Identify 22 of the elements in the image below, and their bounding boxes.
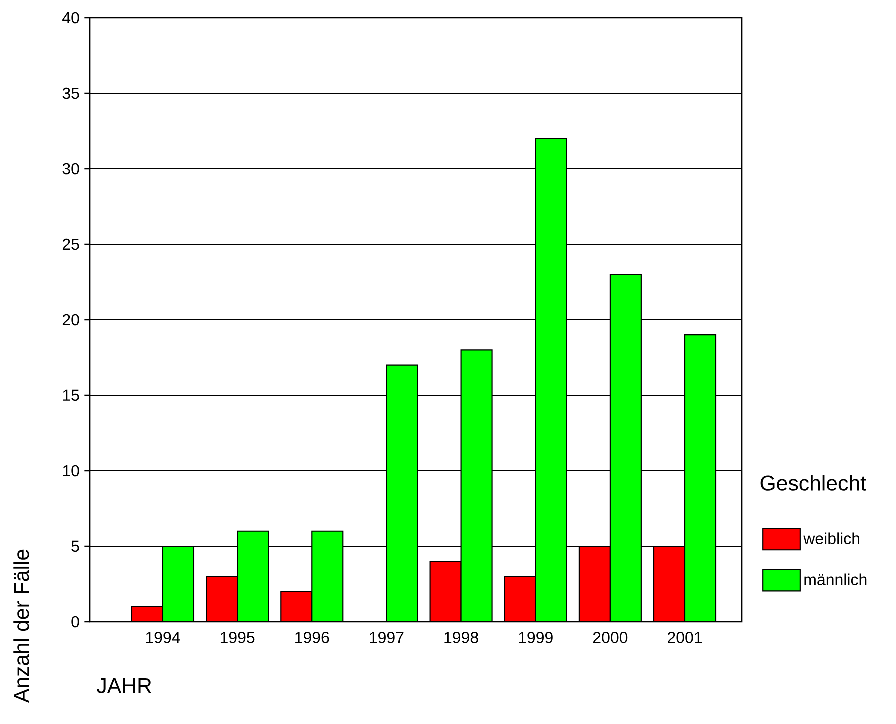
y-tick-label: 25 <box>62 238 80 250</box>
x-tick-label: 1996 <box>296 632 330 644</box>
x-tick-label: 2001 <box>668 632 702 644</box>
x-tick-label: 1999 <box>519 632 553 644</box>
y-tick-label: 15 <box>63 390 80 402</box>
y-tick-label: 10 <box>63 465 80 477</box>
y-tick-label: 20 <box>62 314 80 326</box>
x-tick-label: 2000 <box>593 632 628 644</box>
x-tick-label: 1995 <box>220 632 255 644</box>
y-tick-label: 5 <box>72 540 80 552</box>
legend-label: männlich <box>804 574 867 586</box>
legend-label: weiblich <box>804 532 860 544</box>
x-axis-title: JAHR <box>97 678 152 694</box>
x-tick-label: 1998 <box>444 632 478 644</box>
y-tick-label: 35 <box>62 88 80 100</box>
x-tick-label: 1994 <box>146 632 180 644</box>
y-axis-title: Anzahl der Fälle <box>14 550 30 704</box>
legend-title: Geschlecht <box>760 475 866 491</box>
x-tick-label: 1997 <box>370 632 404 644</box>
y-tick-label: 0 <box>72 616 80 628</box>
y-tick-label: 40 <box>62 12 80 24</box>
y-tick-label: 30 <box>62 163 80 175</box>
